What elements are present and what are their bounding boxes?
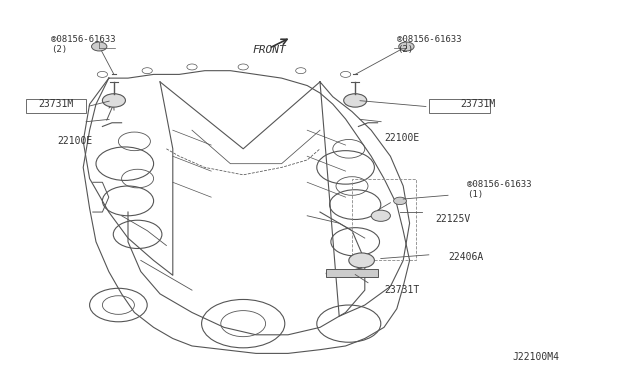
Text: 23731T: 23731T bbox=[384, 285, 419, 295]
Circle shape bbox=[394, 197, 406, 205]
Text: 22406A: 22406A bbox=[448, 252, 483, 262]
Circle shape bbox=[349, 253, 374, 268]
Text: 23731M: 23731M bbox=[461, 99, 496, 109]
Circle shape bbox=[344, 94, 367, 107]
Text: J22100M4: J22100M4 bbox=[512, 352, 559, 362]
Bar bbox=[352, 179, 416, 260]
Circle shape bbox=[371, 210, 390, 221]
Text: 22100E: 22100E bbox=[384, 133, 419, 142]
Bar bbox=[429, 99, 490, 113]
Bar bbox=[26, 99, 86, 113]
Text: ®08156-61633
(2): ®08156-61633 (2) bbox=[397, 35, 461, 54]
Bar bbox=[326, 269, 378, 277]
Circle shape bbox=[399, 42, 414, 51]
Text: ®08156-61633
(2): ®08156-61633 (2) bbox=[51, 35, 116, 54]
Text: 23731M: 23731M bbox=[38, 99, 74, 109]
Text: 22100E: 22100E bbox=[58, 137, 93, 146]
Circle shape bbox=[92, 42, 107, 51]
Text: ®08156-61633
(1): ®08156-61633 (1) bbox=[467, 180, 532, 199]
Text: FRONT: FRONT bbox=[253, 45, 287, 55]
Circle shape bbox=[102, 94, 125, 107]
Text: 22125V: 22125V bbox=[435, 215, 470, 224]
